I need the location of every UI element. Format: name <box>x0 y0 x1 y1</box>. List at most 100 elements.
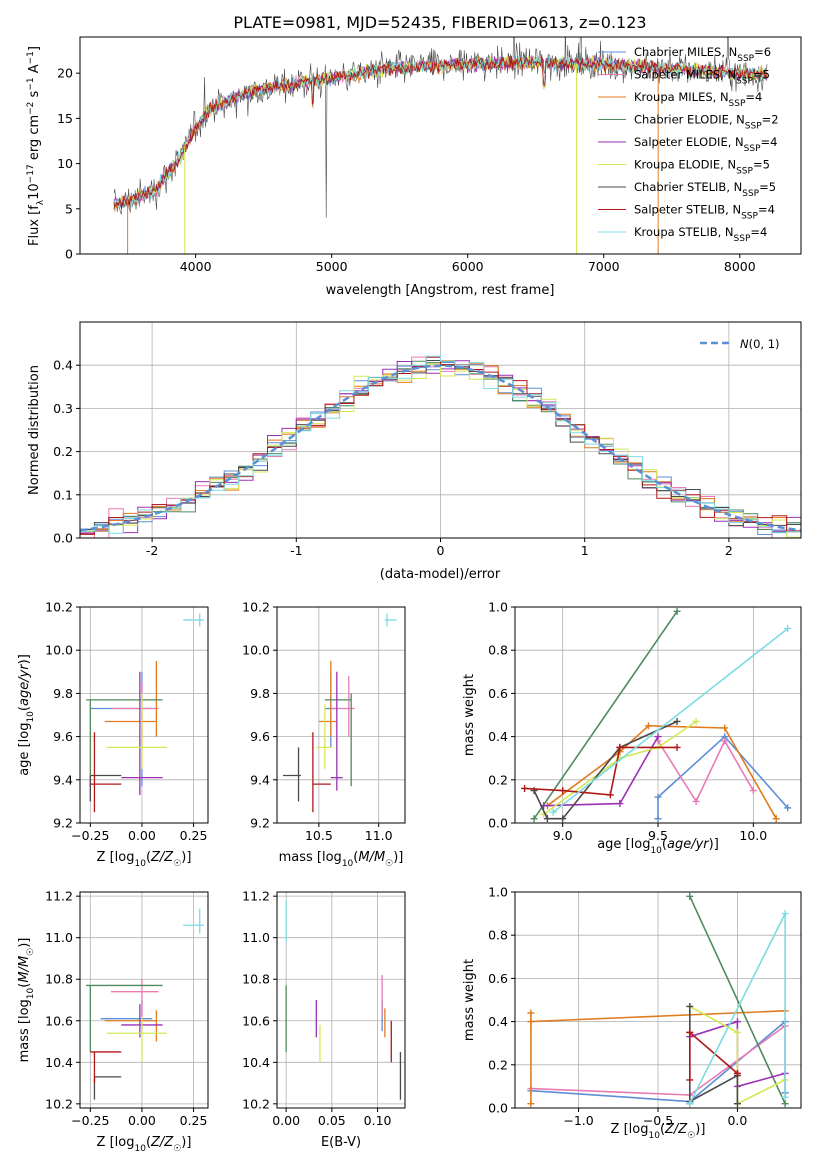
x-tick-label: 0.25 <box>180 1113 208 1128</box>
axes: 10.5 11.0 9.2 9.4 9.6 9.8 10.0 10.2 <box>242 600 406 843</box>
histogram-step <box>80 363 801 538</box>
weight-line <box>533 610 678 820</box>
errorbar-point <box>282 747 301 802</box>
x-tick-label: 0.05 <box>318 1113 346 1128</box>
weight-marker <box>673 717 681 725</box>
y-tick-label: 0.0 <box>53 531 73 546</box>
plot-area <box>80 355 801 538</box>
y-tick-label: 0.6 <box>488 971 508 986</box>
weight-marker <box>686 1100 694 1108</box>
y-tick-label: 10.2 <box>45 600 73 615</box>
chart-mass_vs_Z: −0.25 0.00 0.25 10.2 10.4 10.6 10.8 11.0 11.2 Z [… <box>17 889 209 1154</box>
axes-frame <box>276 891 406 1109</box>
y-tick-label: 9.8 <box>53 686 73 701</box>
figure-title: PLATE=0981, MJD=52435, FIBERID=0613, z=0… <box>233 13 646 32</box>
errorbar-point <box>100 1000 153 1032</box>
weight-marker <box>527 1009 535 1017</box>
weight-marker <box>686 892 694 900</box>
weight-marker <box>784 804 792 812</box>
weight-line <box>530 1010 786 1104</box>
y-tick-label: 0.3 <box>53 401 73 416</box>
y-tick-label: 11.0 <box>45 930 73 945</box>
weight-marker <box>527 1100 535 1108</box>
weight-marker <box>733 1100 741 1108</box>
x-tick-label: 11.0 <box>365 828 393 843</box>
y-tick-label: 10.6 <box>45 1013 73 1028</box>
plot-area <box>113 37 768 254</box>
legend-entry: Chabrier STELIB, NSSP=5 <box>634 180 776 199</box>
errorbar-point <box>318 661 337 737</box>
y-tick-label: 10.4 <box>45 1055 73 1070</box>
axes: −1.0 −0.5 0.0 0.0 0.2 0.4 0.6 0.8 1.0 <box>488 885 802 1128</box>
y-tick-label: 10.2 <box>242 600 270 615</box>
y-tick-label: 1.0 <box>488 885 508 900</box>
legend-entry: Chabrier ELODIE, NSSP=2 <box>634 113 779 132</box>
spectrum-line <box>113 54 768 209</box>
legend-entry: Salpeter MILES, NSSP=5 <box>634 68 770 87</box>
y-tick-label: 0.2 <box>488 772 508 787</box>
y-tick-label: 15 <box>57 111 73 126</box>
weight-marker <box>530 815 538 823</box>
errorbar-point <box>110 979 159 1021</box>
y-tick-label: 10.2 <box>242 1096 270 1111</box>
y-tick-label: 9.4 <box>53 772 73 787</box>
x-tick-label: 0.25 <box>180 828 208 843</box>
x-tick-label: -2 <box>146 543 158 558</box>
y-tick-label: 9.6 <box>53 729 73 744</box>
x-tick-label: 0.10 <box>364 1113 392 1128</box>
y-tick-label: 0.2 <box>53 444 73 459</box>
weight-marker <box>654 815 662 823</box>
y-tick-label: 0.4 <box>488 729 508 744</box>
weight-line <box>689 1030 738 1080</box>
plot-area <box>86 613 204 813</box>
axes: −0.25 0.00 0.25 10.2 10.4 10.6 10.8 11.0 11.2 <box>45 889 209 1128</box>
errorbar-point <box>183 613 204 627</box>
x-axis-label: E(B-V) <box>321 1135 361 1150</box>
errorbar-point <box>90 732 122 813</box>
y-tick-label: 9.2 <box>250 816 270 831</box>
weight-marker <box>527 1018 535 1026</box>
weight-marker <box>781 1100 789 1108</box>
y-axis-label: mass [log10(M/M☉)] <box>17 938 36 1063</box>
x-tick-label: 9.0 <box>553 828 573 843</box>
y-tick-label: 9.4 <box>250 772 270 787</box>
x-tick-label: 9.5 <box>648 828 668 843</box>
y-tick-label: 0.6 <box>488 686 508 701</box>
plot-area <box>86 908 204 1100</box>
y-tick-label: 10 <box>57 156 73 171</box>
y-tick-label: 10.8 <box>242 972 270 987</box>
errorbar-point <box>316 704 331 769</box>
weight-marker <box>692 717 700 725</box>
y-tick-label: 0.4 <box>488 1014 508 1029</box>
errorbar-point <box>93 1076 122 1100</box>
y-tick-label: 9.2 <box>53 816 73 831</box>
errorbar-point <box>104 1010 158 1042</box>
x-tick-label: 5000 <box>316 259 348 274</box>
weight-marker <box>686 1076 694 1084</box>
weight-marker <box>784 625 792 633</box>
y-tick-label: 0.0 <box>488 816 508 831</box>
weight-marker <box>559 787 567 795</box>
x-tick-label: 0.0 <box>727 1113 747 1128</box>
weight-marker <box>644 722 652 730</box>
x-axis-label: mass [log10(M/M☉)] <box>279 850 404 869</box>
x-tick-label: 10.0 <box>739 828 767 843</box>
x-axis-label: Z [log10(Z/Z☉)] <box>97 850 192 869</box>
y-tick-label: 11.2 <box>45 889 73 904</box>
y-tick-label: 0.2 <box>488 1057 508 1072</box>
legend-entry: N(0, 1) <box>740 337 780 351</box>
x-tick-label: −0.5 <box>643 1113 673 1128</box>
errorbar-point <box>110 682 159 748</box>
x-tick-label: 1 <box>581 543 589 558</box>
plot-area <box>285 900 402 1100</box>
errorbar-point <box>86 699 163 787</box>
chart-spectrum: 4000 5000 6000 7000 8000 0 5 10 15 20 wavelength [… <box>26 36 802 298</box>
weight-line <box>689 1005 786 1105</box>
chart-weight_vs_age: 9.0 9.5 10.0 0.0 0.2 0.4 0.6 0.8 1.0 age [log10(a… <box>462 600 802 856</box>
weight-marker <box>616 800 624 808</box>
axes: −0.25 0.00 0.25 9.2 9.4 9.6 9.8 10.0 10.2 <box>45 600 209 843</box>
errorbar-point <box>104 661 158 737</box>
y-axis-label: mass weight <box>462 674 477 756</box>
errorbar-point <box>183 908 204 934</box>
